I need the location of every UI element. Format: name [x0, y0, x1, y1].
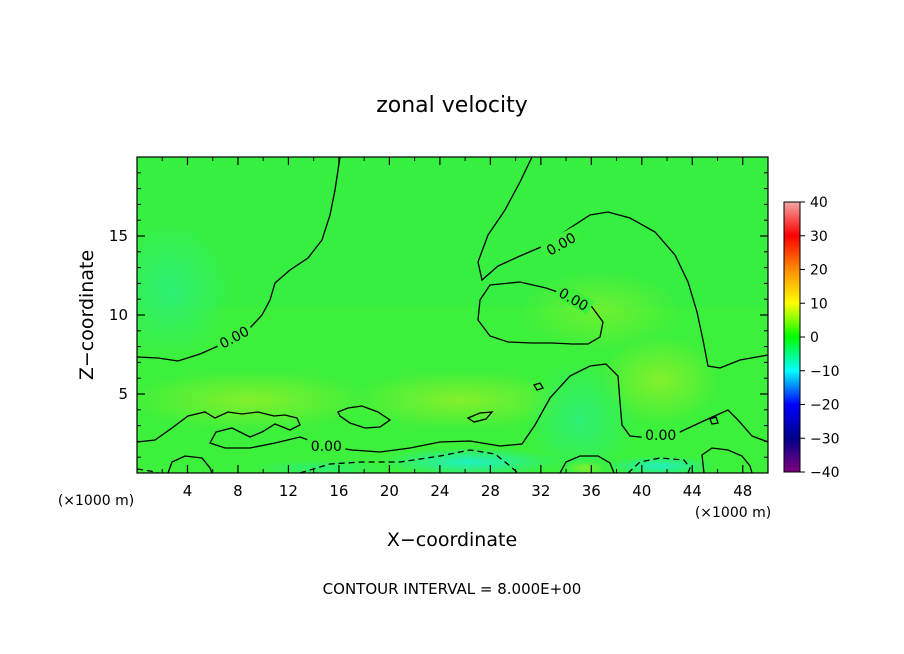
field-blob [137, 220, 230, 360]
contour-label-bg [553, 281, 595, 315]
upper-layer-shade [137, 157, 768, 307]
x-tick-label: 4 [183, 482, 193, 500]
colorbar-tick-label: −40 [810, 465, 840, 481]
field-blob [605, 456, 715, 473]
contour-line [466, 411, 494, 423]
contour-interval-text: CONTOUR INTERVAL = 8.000E+00 [323, 580, 582, 598]
y-tick-label: 10 [109, 306, 128, 324]
contour-line [167, 455, 213, 473]
contour-line [709, 416, 719, 425]
contour-label: 0.00 [641, 426, 680, 444]
colorbar-tick-label: 0 [810, 330, 819, 346]
contour-line-negative [627, 457, 691, 473]
x-tick-label: 36 [582, 482, 601, 500]
contour-line [701, 447, 753, 473]
field-blob [565, 461, 605, 473]
x-tick-label: 40 [632, 482, 651, 500]
y-tick-label: 15 [109, 227, 128, 245]
x-tick-label: 28 [481, 482, 500, 500]
contour-label-text: 0.00 [645, 428, 676, 444]
colorbar-tick-label: 40 [810, 195, 828, 211]
contour-label: 0.00 [307, 437, 346, 455]
field-blob [525, 360, 635, 473]
field-blob [137, 370, 370, 430]
x-axis-title: X−coordinate [387, 529, 517, 551]
contour-line [137, 157, 341, 362]
contour-label-bg [540, 226, 581, 260]
colorbar-tick-label: −20 [810, 398, 840, 414]
field-blob [520, 270, 680, 350]
x-tick-label: 12 [279, 482, 298, 500]
contour-line-negative [137, 468, 159, 473]
y-axis: 5 10 15 [109, 172, 768, 458]
contour-line [477, 157, 768, 369]
colorbar-tick-label: −30 [810, 431, 840, 447]
contour-label-bg [307, 437, 346, 454]
contour-line [533, 382, 544, 391]
field-blob [350, 370, 570, 430]
contour-label-text: 0.00 [311, 439, 342, 455]
chart-title: zonal velocity [376, 93, 528, 118]
colorbar-tick-label: 20 [810, 263, 828, 279]
contour-line-negative [299, 449, 519, 473]
x-tick-label: 8 [233, 482, 243, 500]
field-blob [380, 448, 560, 473]
x-tick-label: 24 [430, 482, 449, 500]
field-shading [137, 157, 768, 473]
x-axis: 4 8 12 16 20 24 28 32 36 40 44 48 [161, 157, 752, 500]
x-unit-right: (×1000 m) [695, 505, 771, 521]
x-tick-label: 44 [683, 482, 702, 500]
contour-label-bg [213, 320, 255, 353]
y-tick-label: 5 [118, 385, 128, 403]
colorbar [783, 201, 801, 473]
colorbar-tick-label: 10 [810, 296, 828, 312]
colorbar-ticks: 40 30 20 10 0 −10 −20 −30 −40 [800, 195, 840, 481]
x-tick-label: 32 [531, 482, 550, 500]
colorbar-tick-label: 30 [810, 229, 828, 245]
contour-line [337, 405, 392, 429]
y-axis-title: Z−coordinate [76, 250, 98, 380]
contour-label-bg [641, 426, 680, 443]
colorbar-tick-label: −10 [810, 364, 840, 380]
x-unit-left: (×1000 m) [58, 493, 134, 509]
x-tick-label: 20 [380, 482, 399, 500]
x-tick-label: 48 [733, 482, 752, 500]
contour-line [559, 455, 615, 473]
x-tick-label: 16 [329, 482, 348, 500]
